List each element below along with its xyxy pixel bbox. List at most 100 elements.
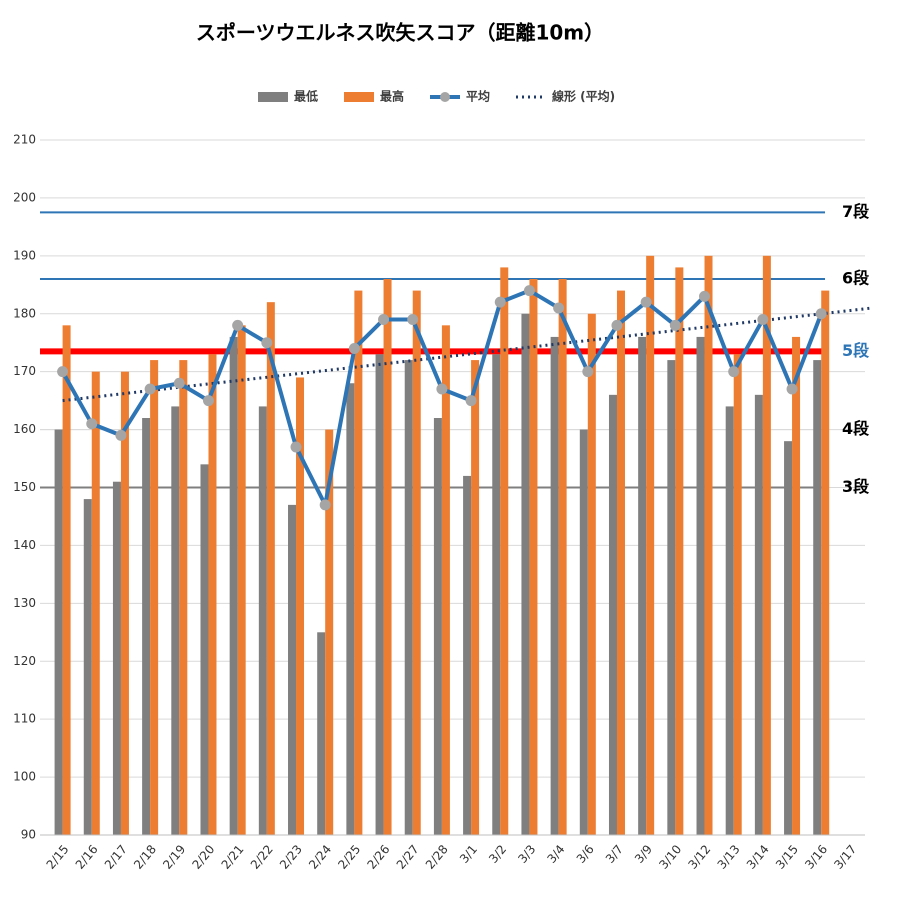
trend-line — [62, 306, 873, 403]
bar — [616, 290, 625, 835]
bar — [762, 255, 771, 836]
x-tick-label: 2/21 — [219, 842, 247, 872]
legend-label: 最低 — [294, 89, 318, 104]
marker — [611, 319, 623, 331]
bar — [383, 279, 392, 835]
x-tick-label: 2/24 — [306, 842, 334, 872]
marker — [494, 296, 506, 308]
legend-swatch — [440, 92, 450, 102]
x-tick-label: 2/20 — [189, 842, 217, 872]
bar — [733, 354, 742, 835]
x-tick-label: 3/6 — [574, 842, 597, 866]
marker — [523, 285, 535, 297]
bar — [150, 360, 159, 835]
bar — [62, 325, 71, 835]
x-tick-label: 2/19 — [160, 842, 188, 872]
bar — [288, 504, 297, 835]
bar — [704, 255, 713, 836]
y-tick-label: 140 — [13, 538, 36, 552]
bar — [142, 418, 151, 835]
bar — [500, 267, 509, 836]
marker — [232, 319, 244, 331]
x-tick-label: 3/12 — [685, 842, 713, 872]
bar — [208, 354, 217, 835]
marker — [173, 377, 185, 389]
bar — [83, 499, 92, 835]
marker — [553, 302, 565, 314]
x-tick-label: 3/13 — [715, 842, 743, 872]
bar — [821, 290, 830, 835]
level-label: 3段 — [842, 477, 870, 496]
marker — [86, 418, 98, 430]
bar — [171, 406, 180, 835]
marker — [669, 319, 681, 331]
marker — [582, 366, 594, 378]
bar — [317, 632, 326, 835]
bar — [558, 279, 567, 835]
y-tick-label: 200 — [13, 190, 36, 204]
x-tick-label: 3/1 — [457, 842, 480, 866]
bar — [404, 360, 413, 835]
x-tick-label: 3/7 — [603, 842, 626, 866]
marker — [57, 366, 69, 378]
bar — [433, 418, 442, 835]
bar — [463, 475, 472, 835]
bar — [784, 441, 793, 835]
bar — [667, 360, 676, 835]
marker — [290, 441, 302, 453]
x-tick-label: 2/25 — [335, 842, 363, 872]
x-tick-label: 3/17 — [831, 842, 859, 872]
bar — [54, 429, 63, 835]
marker — [115, 429, 127, 441]
x-tick-label: 2/22 — [248, 842, 276, 872]
bar — [258, 406, 267, 835]
bar — [638, 336, 647, 835]
x-tick-label: 2/27 — [394, 842, 422, 872]
bar — [725, 406, 734, 835]
marker — [786, 383, 798, 395]
marker — [348, 343, 360, 354]
bar — [675, 267, 684, 836]
marker — [144, 383, 156, 395]
level-label: 6段 — [842, 269, 870, 288]
x-tick-label: 2/17 — [102, 842, 130, 872]
marker — [202, 395, 214, 407]
bar — [120, 371, 129, 835]
marker — [640, 296, 652, 308]
bar — [529, 279, 538, 835]
bar — [266, 302, 275, 836]
legend-label: 線形 (平均) — [552, 89, 615, 104]
bar — [441, 325, 450, 835]
marker — [465, 395, 477, 407]
bar — [346, 383, 355, 835]
y-tick-label: 160 — [13, 422, 36, 436]
x-tick-label: 3/16 — [802, 842, 830, 872]
marker — [728, 366, 740, 378]
bar — [754, 394, 763, 835]
bar — [229, 336, 238, 835]
bar — [91, 371, 100, 835]
x-tick-label: 2/16 — [73, 842, 101, 872]
bar — [412, 290, 421, 835]
y-tick-label: 210 — [13, 133, 36, 147]
x-tick-label: 3/10 — [656, 842, 684, 872]
bar — [646, 255, 655, 836]
marker — [378, 314, 390, 326]
bar — [792, 336, 801, 835]
bar — [521, 313, 530, 835]
y-tick-label: 170 — [13, 364, 36, 378]
bar — [237, 325, 246, 835]
marker — [699, 290, 711, 302]
bar — [608, 394, 617, 835]
x-tick-label: 2/28 — [423, 842, 451, 872]
y-tick-label: 110 — [13, 712, 36, 726]
x-tick-label: 2/15 — [44, 842, 72, 872]
x-tick-label: 3/3 — [515, 842, 538, 866]
bar — [587, 313, 596, 835]
y-tick-label: 100 — [13, 770, 36, 784]
bar — [296, 377, 305, 835]
legend-label: 平均 — [466, 89, 490, 104]
marker — [815, 308, 827, 320]
y-tick-label: 150 — [13, 480, 36, 494]
